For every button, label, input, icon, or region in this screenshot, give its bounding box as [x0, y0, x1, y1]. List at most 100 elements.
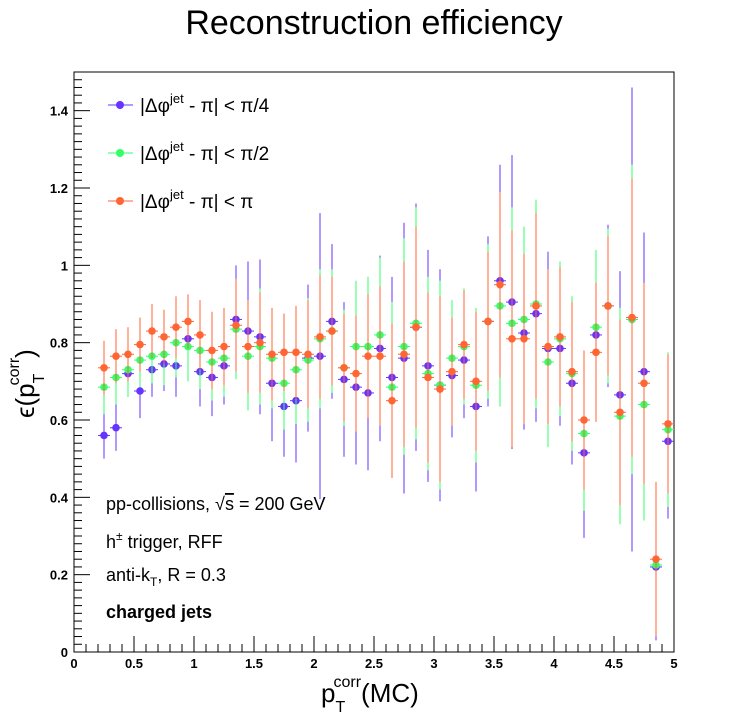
data-point — [268, 350, 276, 359]
data-point — [220, 342, 228, 351]
legend-label-2: |Δφjet - π| < π/2 — [140, 139, 269, 165]
annotation-trigger-sup: ± — [116, 529, 123, 543]
legend-label-3-post: - π| < π — [184, 192, 254, 213]
legend-label-2-post: - π| < π/2 — [184, 144, 270, 165]
data-point — [172, 323, 180, 332]
data-point — [388, 396, 396, 405]
data-point — [328, 327, 336, 335]
data-point — [148, 327, 156, 335]
annotation-jet-algo: anti-kT, R = 0.3 — [106, 565, 226, 589]
data-point — [316, 333, 324, 341]
x-tick-label: 2.5 — [365, 656, 383, 671]
y-tick-label: 0.4 — [50, 490, 69, 505]
annotation-collisions-pre: pp-collisions, — [106, 494, 215, 514]
data-point — [592, 348, 600, 357]
x-axis-label-base: p — [321, 678, 335, 708]
y-axis-label-base: ϵ(p — [10, 383, 40, 418]
data-point — [508, 335, 516, 343]
x-axis-label-sup: corr — [333, 674, 361, 691]
y-axis-label-sup: corr — [6, 357, 23, 385]
legend-label-2-sup: jet — [169, 139, 184, 154]
legend-label-1-pre: |Δφ — [140, 96, 170, 117]
data-point — [184, 317, 192, 326]
data-point — [520, 335, 528, 343]
data-point — [628, 313, 636, 322]
data-point — [568, 367, 576, 376]
data-point — [448, 367, 456, 376]
legend-label-2-pre: |Δφ — [140, 144, 170, 165]
data-point — [616, 408, 624, 417]
legend-entry-2: |Δφjet - π| < π/2 — [108, 139, 269, 165]
data-point — [280, 348, 288, 357]
y-tick-labels: 0 0.2 0.4 0.6 0.8 1 1.2 1.4 — [50, 104, 69, 660]
x-tick-labels: 0 0.5 1 1.5 2 2.5 3 3.5 4 4.5 5 — [70, 656, 677, 671]
data-point — [196, 331, 204, 339]
data-point — [304, 350, 312, 359]
annotation-charged-jets: charged jets — [106, 602, 212, 622]
data-point — [556, 333, 564, 341]
data-point — [424, 373, 432, 382]
legend: |Δφjet - π| < π/4 |Δφjet - π| < π/2 |Δφj… — [108, 91, 270, 213]
legend-label-1: |Δφjet - π| < π/4 — [140, 91, 270, 117]
data-point — [136, 387, 144, 395]
x-axis-label: pTcorr(MC) — [321, 674, 419, 716]
y-tick-label: 1 — [61, 258, 68, 273]
y-axis-label-suffix: ) — [10, 349, 40, 358]
legend-label-1-post: - π| < π/4 — [184, 96, 270, 117]
data-point — [604, 302, 612, 310]
y-axis-label: ϵ(pTcorr) — [6, 349, 48, 418]
legend-label-3-pre: |Δφ — [140, 192, 170, 213]
legend-entry-3: |Δφjet - π| < π — [108, 187, 253, 213]
x-tick-label: 0 — [70, 656, 77, 671]
y-tick-label: 0.6 — [50, 413, 68, 428]
x-axis-label-sub: T — [335, 699, 345, 716]
data-series — [98, 87, 674, 641]
annotations: pp-collisions, √s = 200 GeV h± trigger, … — [106, 494, 326, 622]
annotation-sqrt-symbol: √ — [215, 494, 225, 514]
y-tick-label: 1.4 — [50, 104, 69, 119]
annotation-collisions: pp-collisions, √s = 200 GeV — [106, 494, 326, 514]
data-point — [292, 348, 300, 357]
data-point — [472, 377, 480, 386]
data-point — [376, 352, 384, 361]
legend-label-3: |Δφjet - π| < π — [140, 187, 253, 213]
y-tick-label: 1.2 — [50, 181, 68, 196]
annotation-collisions-post: = 200 GeV — [234, 494, 326, 514]
y-tick-label: 0.2 — [50, 568, 68, 583]
legend-marker-1 — [116, 101, 124, 109]
data-point — [544, 342, 552, 351]
data-point — [208, 346, 216, 355]
data-point — [232, 321, 240, 330]
y-tick-label: 0 — [61, 645, 68, 660]
data-point — [640, 379, 648, 388]
data-point — [664, 420, 672, 428]
data-point — [124, 350, 132, 359]
x-tick-label: 4.5 — [605, 656, 623, 671]
annotation-sqrt-s: s — [225, 494, 234, 514]
chart-title: Reconstruction efficiency — [185, 4, 562, 42]
x-axis-label-suffix: (MC) — [361, 678, 419, 708]
data-point — [136, 340, 144, 349]
annotation-trigger: h± trigger, RFF — [106, 529, 223, 552]
data-point — [112, 352, 120, 361]
data-point — [652, 555, 660, 563]
x-tick-label: 5 — [670, 656, 677, 671]
data-point — [580, 416, 588, 424]
series-3 — [98, 178, 674, 637]
data-point — [112, 423, 120, 432]
annotation-jet-algo-post: , R = 0.3 — [157, 565, 226, 585]
axis-ticks — [73, 71, 675, 653]
data-point — [340, 364, 348, 372]
y-tick-label: 0.8 — [50, 336, 68, 351]
legend-marker-3 — [116, 197, 124, 205]
data-point — [364, 352, 372, 361]
legend-label-3-sup: jet — [169, 187, 184, 202]
data-point — [160, 333, 168, 341]
annotation-trigger-pre: h — [106, 532, 116, 552]
data-point — [532, 302, 540, 310]
legend-label-1-sup: jet — [169, 91, 184, 106]
data-point — [100, 364, 108, 372]
legend-marker-2 — [116, 149, 124, 157]
